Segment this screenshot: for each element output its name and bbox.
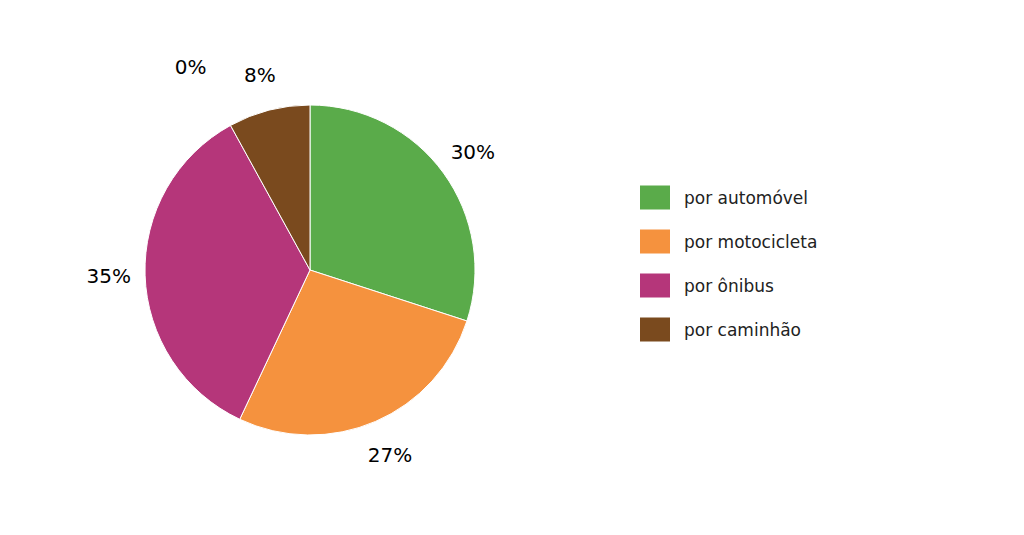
legend-label: por motocicleta	[684, 232, 817, 252]
chart-container: 30% 27% 35% 8% 0% por automóvel por motociclet…	[0, 0, 1024, 535]
data-label: 27%	[368, 443, 412, 467]
data-label: 8%	[244, 63, 276, 87]
data-labels: 30% 27% 35% 8%	[87, 63, 496, 467]
pie-slice	[231, 105, 310, 270]
legend-swatch	[640, 318, 670, 342]
annotation: 0%	[175, 55, 207, 79]
legend-label: por ônibus	[684, 276, 774, 296]
legend-swatch	[640, 186, 670, 210]
chart: 30% 27% 35% 8% 0% por automóvel por motociclet…	[0, 0, 1024, 535]
data-label: 35%	[87, 264, 131, 288]
legend-label: por caminhão	[684, 320, 801, 340]
slices	[145, 105, 475, 435]
legend-label: por automóvel	[684, 188, 808, 208]
legend-swatch	[640, 274, 670, 298]
data-label: 30%	[451, 140, 495, 164]
legend-swatch	[640, 230, 670, 254]
legend: por automóvel por motocicleta por ônibus po…	[640, 186, 817, 342]
